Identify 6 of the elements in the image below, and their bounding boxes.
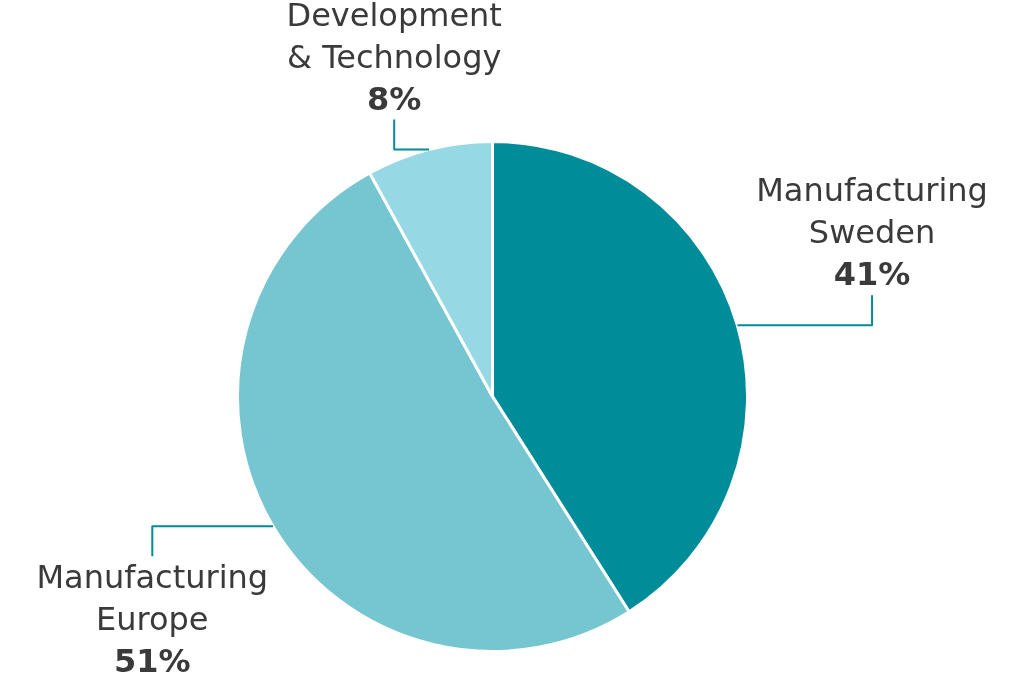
- slice-label: Manufacturing Sweden: [756, 171, 988, 252]
- slice-label: Manufacturing Europe: [36, 558, 269, 639]
- slice-label: Development & Technology: [286, 0, 502, 76]
- data-label: 8%: [367, 79, 422, 118]
- data-label: 41%: [833, 255, 911, 294]
- data-label: 51%: [113, 642, 191, 681]
